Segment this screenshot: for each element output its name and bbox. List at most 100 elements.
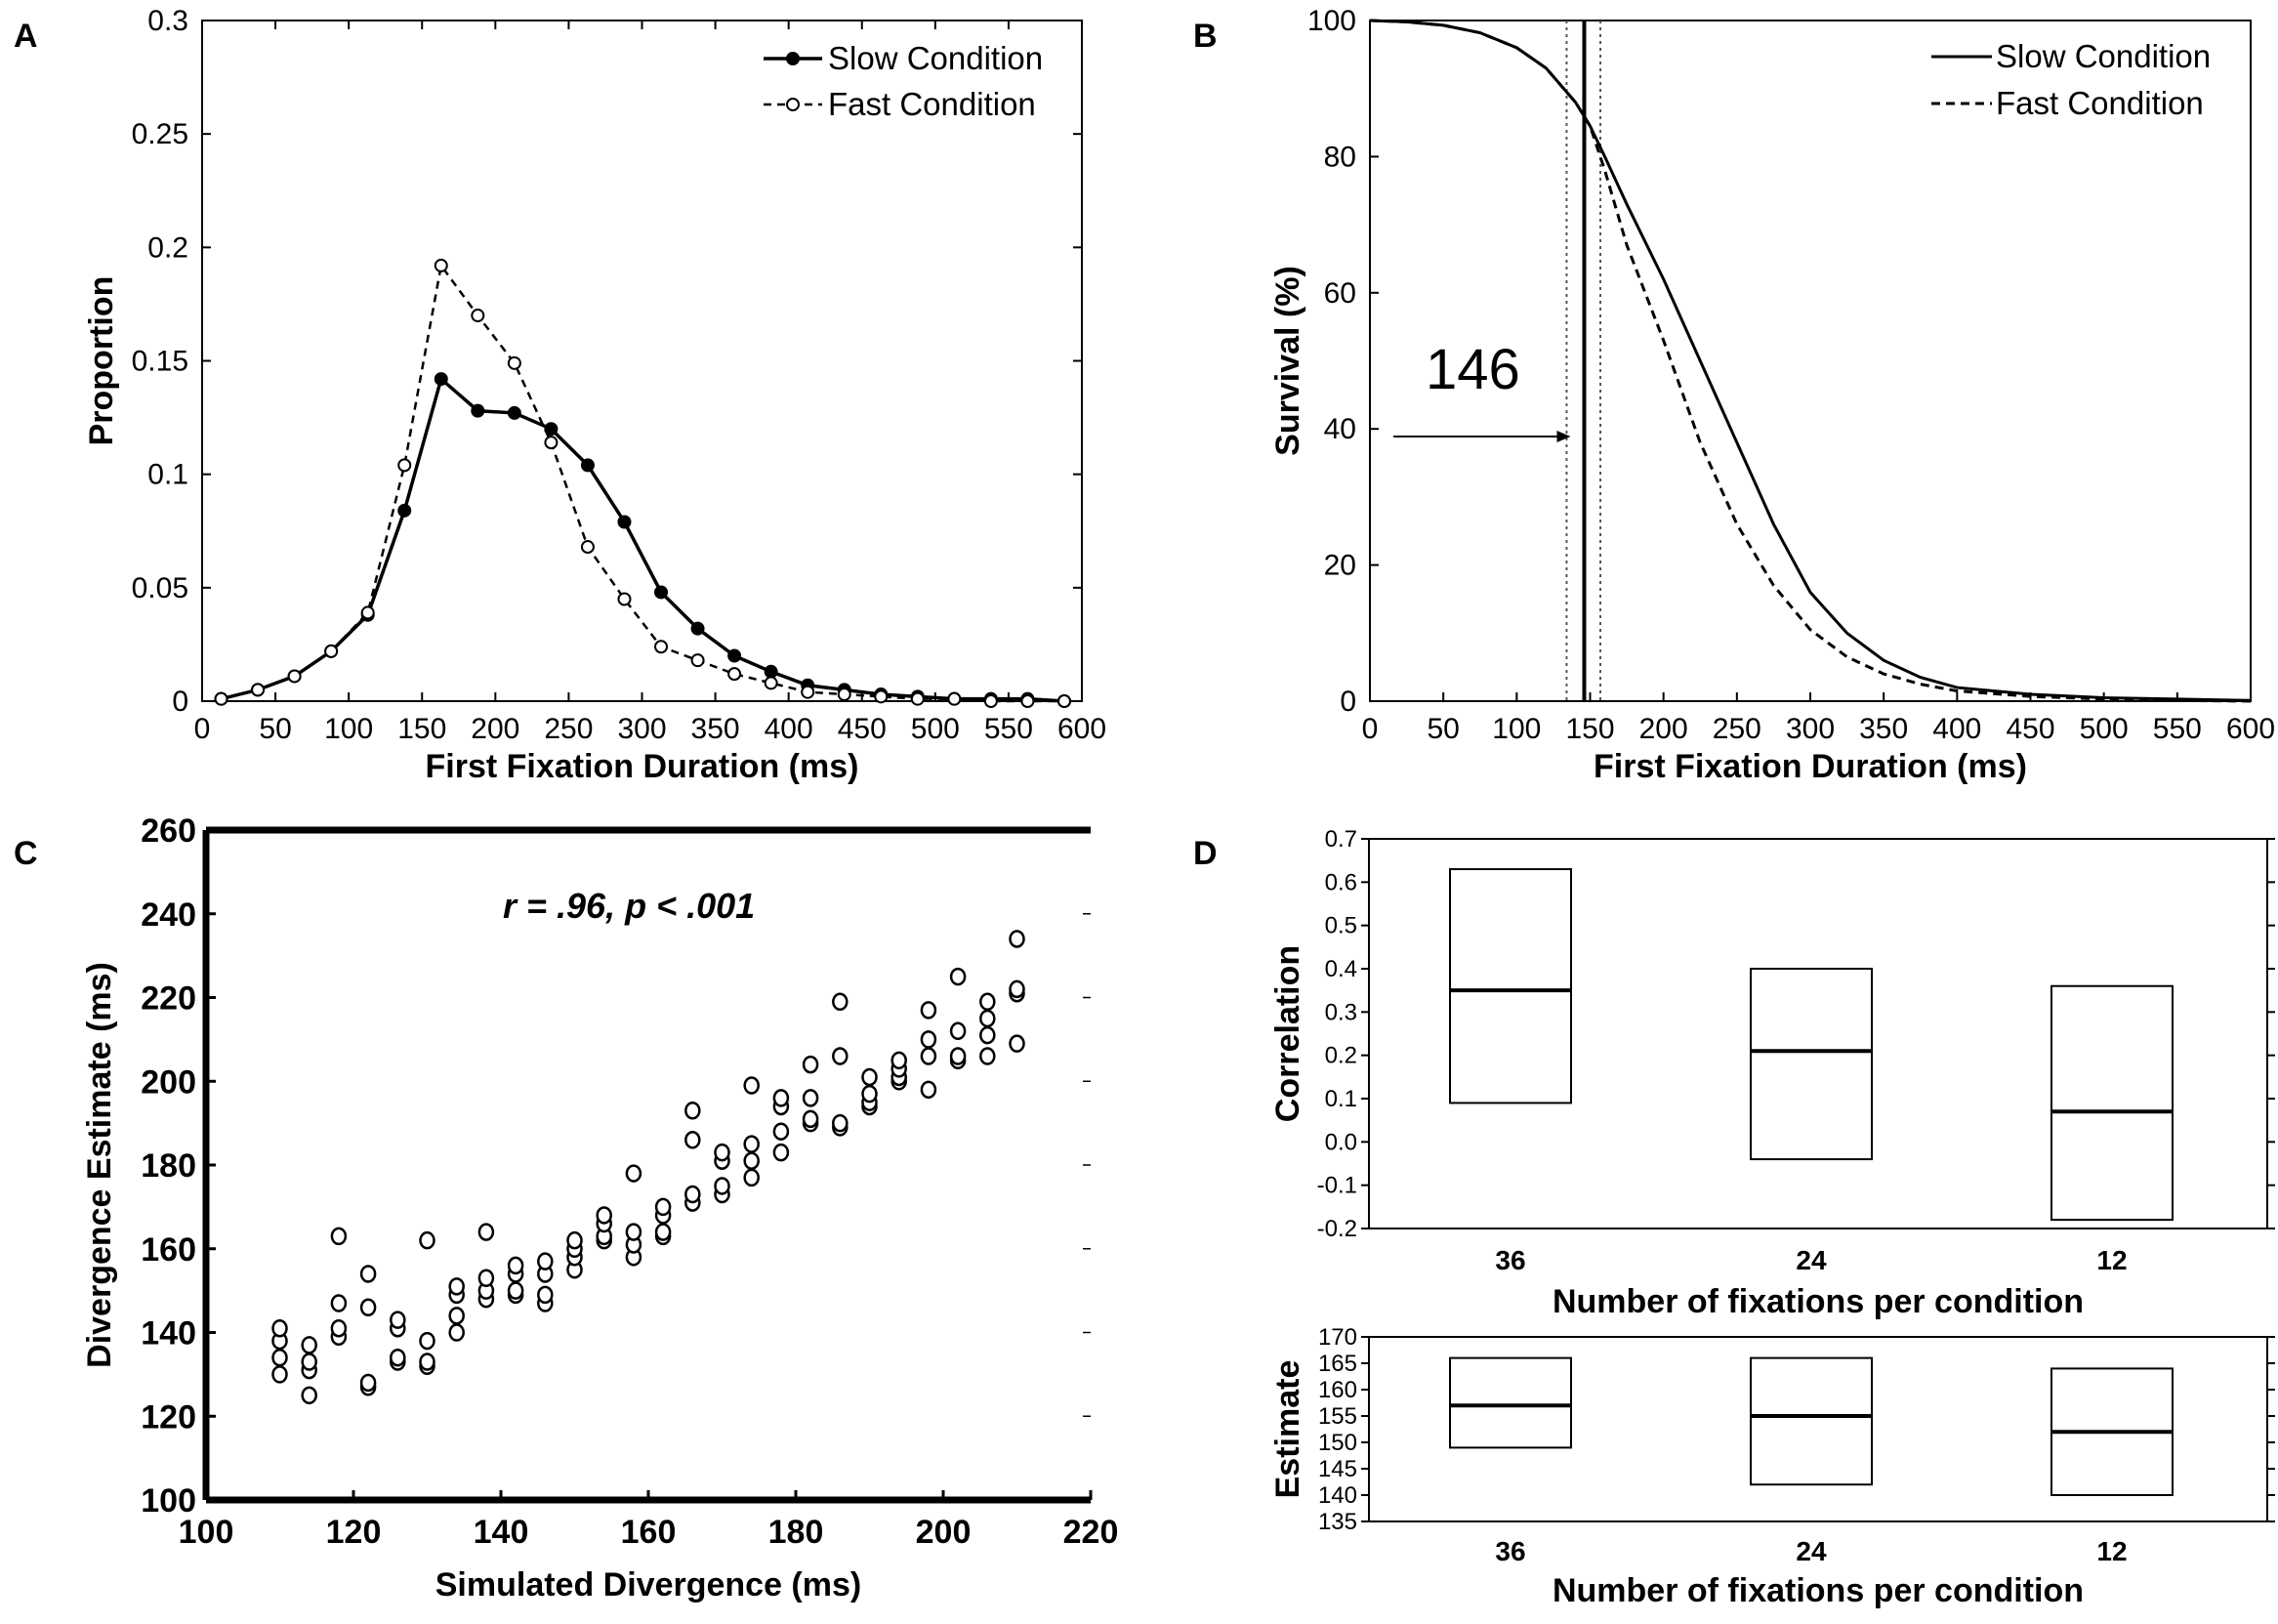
scatter-point xyxy=(507,1256,524,1275)
scatter-point xyxy=(714,1143,730,1162)
legend-label: Fast Condition xyxy=(828,86,1036,122)
scatter-point xyxy=(654,1197,672,1217)
scatter-point xyxy=(949,1021,967,1041)
category-label: 12 xyxy=(2096,1245,2127,1275)
y-tick-label: 140 xyxy=(141,1315,196,1353)
y-tick-label: 140 xyxy=(1318,1482,1357,1509)
box xyxy=(1449,1356,1572,1449)
chart-panel-b: 0 50 100 150 200 250 300 350 400 450 500 550 600 0 20 4… xyxy=(1269,5,2275,785)
y-tick-label: 170 xyxy=(1318,1324,1357,1351)
y-axis-label: Estimate xyxy=(1269,1360,1306,1499)
data-point-fast xyxy=(287,669,302,684)
category-label: 36 xyxy=(1495,1536,1525,1566)
y-axis-label: Divergence Estimate (ms) xyxy=(81,962,118,1368)
scatter-point xyxy=(743,1151,760,1170)
data-point-fast xyxy=(397,458,412,473)
x-tick-label: 100 xyxy=(179,1514,234,1551)
y-tick-label: 0.5 xyxy=(1325,913,1357,939)
scatter-point xyxy=(979,1009,996,1028)
panel-label-a: A xyxy=(14,18,38,55)
scatter-point xyxy=(1009,930,1025,948)
data-point-slow xyxy=(690,621,705,636)
y-tick-label: 165 xyxy=(1318,1351,1357,1377)
y-tick-label: 0.15 xyxy=(132,346,188,378)
y-tick-label: -0.2 xyxy=(1317,1216,1357,1242)
scatter-point xyxy=(625,1223,642,1241)
scatter-point xyxy=(684,1131,701,1149)
scatter-point xyxy=(714,1177,730,1195)
y-tick-label: 120 xyxy=(141,1398,196,1436)
y-tick-label: 160 xyxy=(1318,1377,1357,1403)
data-point-slow xyxy=(471,403,485,418)
data-point-fast xyxy=(690,653,705,668)
chart-panel-c: 100 120 140 160 180 200 220 100 120 140 160 180 200 2… xyxy=(81,812,1118,1603)
data-point-fast xyxy=(434,258,448,272)
correlation-annotation: r = .96, p < .001 xyxy=(503,886,755,926)
box xyxy=(1449,868,1572,1104)
category-label: 24 xyxy=(1796,1245,1827,1275)
scatter-point xyxy=(684,1185,701,1204)
scatter-point xyxy=(271,1318,288,1338)
panel-label-b: B xyxy=(1193,18,1218,55)
scatter-point xyxy=(832,1047,849,1065)
y-tick-label: 155 xyxy=(1318,1403,1357,1430)
data-point-fast xyxy=(910,691,925,706)
y-tick-label: 100 xyxy=(1307,5,1356,37)
data-point-fast xyxy=(837,687,851,702)
x-tick-label: 250 xyxy=(1713,713,1761,745)
data-point-fast xyxy=(1056,694,1071,708)
x-axis-label: Number of fixations per condition xyxy=(1553,1572,2084,1609)
plot-frame xyxy=(201,20,1083,702)
legend-label: Slow Condition xyxy=(828,40,1043,76)
data-point-fast xyxy=(471,309,485,323)
scatter-point xyxy=(772,1143,790,1162)
x-tick-label: 140 xyxy=(474,1514,529,1551)
scatter-point xyxy=(1009,979,1025,999)
y-tick-label: 0 xyxy=(1340,686,1356,718)
chart-panel-a: 0 50 100 150 200 250 300 350 400 450 500 550 600 0 0.0… xyxy=(83,5,1106,785)
data-point-fast xyxy=(507,355,521,370)
scatter-point xyxy=(772,1122,790,1141)
panel-label-d: D xyxy=(1193,835,1218,872)
scatter-point xyxy=(802,1089,819,1107)
category-label: 12 xyxy=(2096,1536,2127,1566)
x-tick-label: 600 xyxy=(2226,713,2275,745)
scatter-point xyxy=(802,1109,819,1129)
data-point-slow xyxy=(617,515,632,529)
x-tick-label: 350 xyxy=(1859,713,1908,745)
x-tick-label: 300 xyxy=(1786,713,1835,745)
scatter-point xyxy=(654,1223,672,1241)
y-tick-label: 160 xyxy=(141,1231,196,1269)
x-tick-label: 180 xyxy=(768,1514,824,1551)
data-point-fast xyxy=(214,691,228,706)
x-axis-label: Number of fixations per condition xyxy=(1553,1283,2084,1320)
x-tick-label: 550 xyxy=(984,713,1033,745)
x-tick-label: 50 xyxy=(1427,713,1459,745)
legend-marker xyxy=(786,52,800,65)
scatter-point xyxy=(979,1025,996,1045)
scatter-point xyxy=(419,1331,435,1351)
data-point-slow xyxy=(764,664,778,679)
y-tick-label: 240 xyxy=(141,896,196,934)
x-axis-label: First Fixation Duration (ms) xyxy=(426,748,859,785)
scatter-point xyxy=(596,1206,612,1225)
scatter-point xyxy=(301,1353,317,1371)
y-tick-label: 0.0 xyxy=(1325,1129,1357,1155)
scatter-point xyxy=(271,1348,288,1367)
x-tick-label: 200 xyxy=(916,1514,972,1551)
data-point-slow xyxy=(727,648,742,663)
scatter-point xyxy=(359,1298,377,1317)
x-tick-label: 250 xyxy=(544,713,593,745)
category-label: 24 xyxy=(1796,1536,1827,1566)
scatter-point xyxy=(979,992,996,1012)
box xyxy=(2050,984,2174,1222)
scatter-point xyxy=(271,1365,288,1384)
scatter-point xyxy=(448,1323,465,1342)
data-point-fast xyxy=(983,694,998,708)
scatter-point xyxy=(920,1030,937,1049)
y-tick-label: 60 xyxy=(1324,277,1356,310)
scatter-point xyxy=(448,1307,465,1325)
y-tick-label: 100 xyxy=(141,1482,196,1520)
